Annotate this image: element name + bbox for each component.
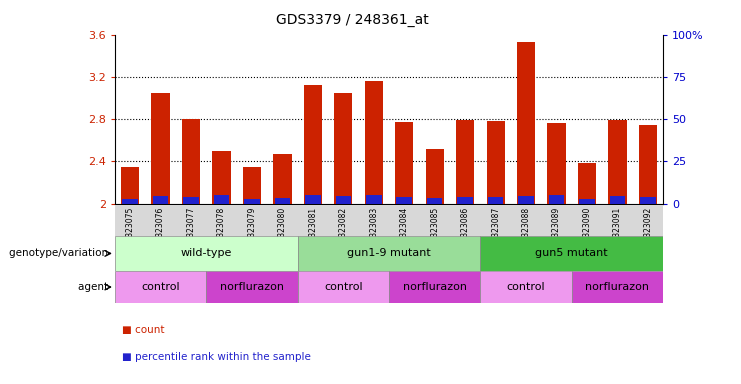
- Text: GSM323087: GSM323087: [491, 207, 500, 253]
- Bar: [243, 167, 261, 204]
- Bar: [121, 167, 139, 204]
- Text: control: control: [142, 282, 180, 292]
- Bar: [389, 271, 480, 303]
- Text: gun5 mutant: gun5 mutant: [536, 248, 608, 258]
- Text: GSM323075: GSM323075: [125, 207, 135, 253]
- Text: gun1-9 mutant: gun1-9 mutant: [347, 248, 431, 258]
- Text: ■ percentile rank within the sample: ■ percentile rank within the sample: [122, 352, 311, 362]
- Bar: [640, 197, 656, 204]
- Bar: [519, 196, 534, 204]
- Bar: [395, 122, 413, 204]
- Bar: [275, 198, 290, 204]
- Text: GSM323085: GSM323085: [431, 207, 439, 253]
- Text: control: control: [324, 282, 362, 292]
- Text: GSM323077: GSM323077: [187, 207, 196, 253]
- Bar: [366, 195, 382, 204]
- Text: GSM323091: GSM323091: [613, 207, 622, 253]
- Bar: [578, 164, 597, 204]
- Bar: [456, 120, 474, 204]
- Text: GSM323092: GSM323092: [643, 207, 653, 253]
- Bar: [427, 198, 442, 204]
- Text: GSM323083: GSM323083: [369, 207, 379, 253]
- Text: GSM323084: GSM323084: [399, 207, 409, 253]
- Bar: [183, 197, 199, 204]
- Text: GSM323082: GSM323082: [339, 207, 348, 253]
- Text: GSM323090: GSM323090: [582, 207, 591, 253]
- Bar: [115, 205, 663, 236]
- Bar: [273, 154, 291, 204]
- Text: norflurazon: norflurazon: [585, 282, 650, 292]
- Bar: [182, 119, 200, 204]
- Text: GSM323081: GSM323081: [308, 207, 317, 253]
- Text: GSM323076: GSM323076: [156, 207, 165, 253]
- Text: GSM323079: GSM323079: [247, 207, 256, 253]
- Bar: [334, 93, 353, 204]
- Text: GSM323078: GSM323078: [217, 207, 226, 253]
- Text: ■ count: ■ count: [122, 325, 165, 335]
- Bar: [548, 123, 565, 204]
- Bar: [153, 196, 168, 204]
- Text: agent: agent: [78, 282, 111, 292]
- Bar: [151, 93, 170, 204]
- Bar: [115, 271, 206, 303]
- Bar: [396, 197, 412, 204]
- Text: GDS3379 / 248361_at: GDS3379 / 248361_at: [276, 13, 428, 27]
- Bar: [480, 236, 663, 271]
- Bar: [206, 271, 298, 303]
- Bar: [213, 195, 229, 204]
- Bar: [480, 271, 572, 303]
- Bar: [336, 196, 351, 204]
- Text: genotype/variation: genotype/variation: [9, 248, 111, 258]
- Text: norflurazon: norflurazon: [402, 282, 467, 292]
- Bar: [610, 196, 625, 204]
- Bar: [488, 197, 503, 204]
- Bar: [305, 195, 321, 204]
- Bar: [298, 271, 389, 303]
- Text: control: control: [507, 282, 545, 292]
- Bar: [639, 126, 657, 204]
- Bar: [122, 199, 138, 204]
- Bar: [549, 195, 565, 204]
- Bar: [572, 271, 663, 303]
- Text: GSM323088: GSM323088: [522, 207, 531, 253]
- Text: GSM323080: GSM323080: [278, 207, 287, 253]
- Bar: [517, 42, 535, 204]
- Bar: [457, 197, 473, 204]
- Bar: [608, 120, 627, 204]
- Text: norflurazon: norflurazon: [220, 282, 284, 292]
- Bar: [115, 236, 298, 271]
- Bar: [304, 85, 322, 204]
- Bar: [298, 236, 480, 271]
- Text: GSM323086: GSM323086: [461, 207, 470, 253]
- Bar: [425, 149, 444, 204]
- Text: wild-type: wild-type: [181, 248, 232, 258]
- Text: GSM323089: GSM323089: [552, 207, 561, 253]
- Bar: [487, 121, 505, 204]
- Bar: [579, 199, 595, 204]
- Bar: [213, 151, 230, 204]
- Bar: [245, 199, 259, 204]
- Bar: [365, 81, 383, 204]
